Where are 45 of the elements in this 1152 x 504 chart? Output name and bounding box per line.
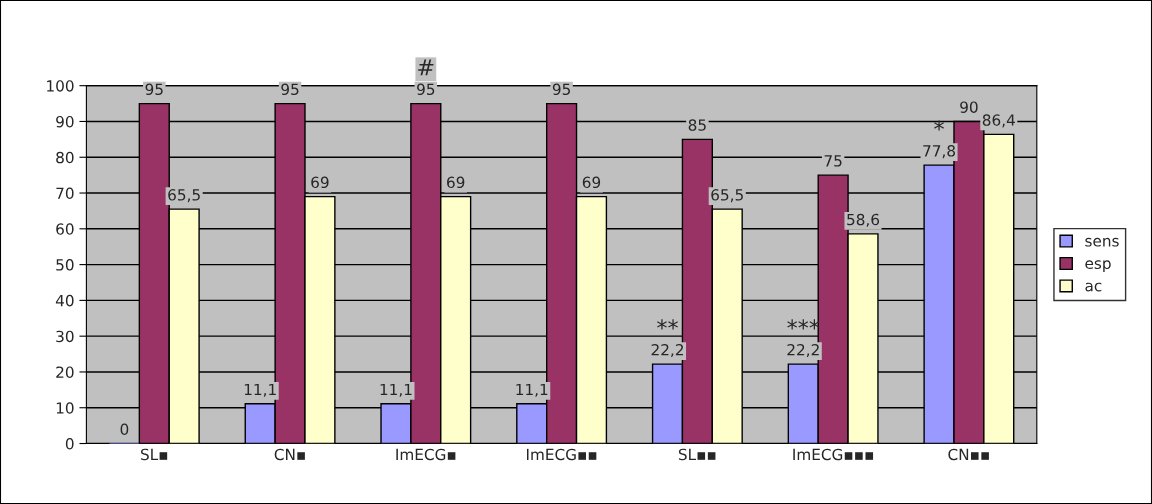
y-tick-label: 100: [47, 80, 74, 92]
y-tick-label: 80: [56, 151, 74, 164]
y-tick-label: 90: [56, 115, 74, 128]
data-label: 0: [120, 423, 129, 435]
data-label: 65,5: [168, 189, 200, 203]
data-label: 11,1: [380, 383, 412, 397]
data-label: 11,1: [244, 383, 276, 397]
data-label: 77,8: [923, 145, 956, 159]
data-label: 95: [145, 83, 163, 96]
legend-label: ac: [1085, 282, 1102, 292]
data-label: 95: [281, 83, 299, 96]
x-tick-label: CN▪: [274, 448, 305, 461]
data-label: 90: [960, 101, 978, 113]
annotation: *: [934, 120, 944, 131]
x-tick-label: SL▪: [141, 448, 168, 461]
data-label: 69: [447, 176, 465, 189]
data-label: 86,4: [982, 114, 1015, 128]
y-tick-label: 60: [56, 223, 74, 235]
y-tick-label: 30: [56, 330, 74, 343]
data-label: 69: [582, 176, 601, 189]
legend-label: esp: [1085, 260, 1111, 272]
data-label: 85: [688, 119, 706, 131]
data-label: 58,6: [847, 213, 880, 227]
data-label: 65,5: [711, 189, 743, 203]
data-label: 11,1: [516, 383, 548, 397]
y-tick-label: 70: [56, 187, 74, 200]
y-tick-label: 10: [56, 402, 74, 414]
data-label: 69: [311, 176, 329, 189]
data-label: 95: [417, 83, 435, 96]
legend-label: sens: [1085, 237, 1119, 247]
x-tick-label: CN▪▪: [948, 448, 989, 461]
x-tick-label: SL▪▪: [678, 448, 716, 461]
data-label: 22,2: [787, 344, 819, 358]
data-label: 22,2: [651, 344, 683, 358]
y-tick-label: 50: [56, 259, 74, 271]
x-tick-label: ImECG▪▪▪: [793, 448, 874, 461]
y-tick-label: 40: [55, 294, 74, 307]
annotation: #: [418, 59, 434, 76]
x-tick-label: ImECG▪: [396, 448, 456, 461]
y-tick-label: 20: [56, 366, 74, 378]
y-tick-label: 0: [65, 437, 74, 450]
data-label: 75: [824, 155, 842, 167]
data-label: 95: [552, 83, 570, 96]
annotation: **: [657, 319, 678, 330]
x-tick-label: ImECG▪▪: [526, 448, 597, 461]
